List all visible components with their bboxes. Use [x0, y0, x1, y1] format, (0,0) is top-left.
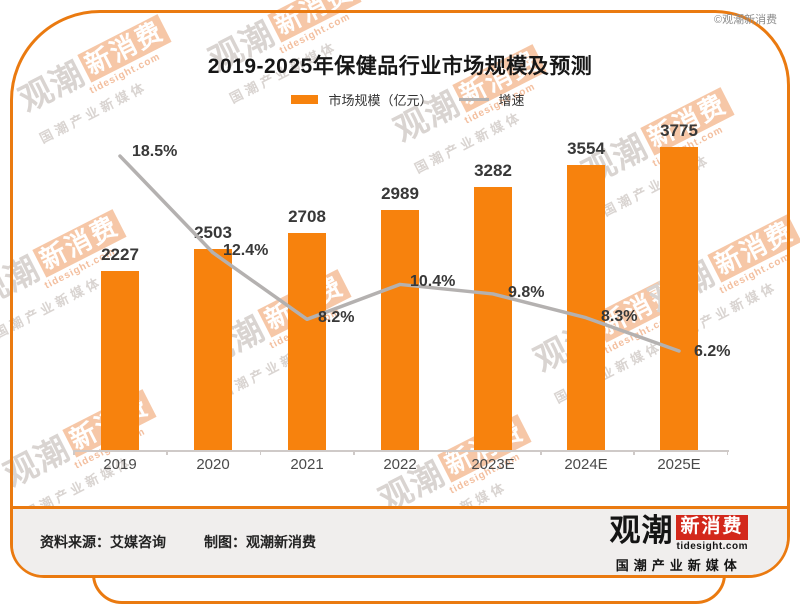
- brand-logo: 观潮 新消费 tidesight.com 国潮产业新媒体: [609, 515, 748, 574]
- main-card-frame: [10, 10, 790, 578]
- logo-tagline: 国潮产业新媒体: [615, 557, 742, 573]
- logo-domain-text: tidesight.com: [676, 540, 748, 552]
- data-source-label: 资料来源：艾媒咨询: [40, 534, 166, 550]
- footer-band: [13, 506, 787, 575]
- chart-credit-label: 制图：观潮新消费: [204, 534, 316, 550]
- legend-line-swatch-icon: [458, 97, 489, 102]
- chart-title: 2019-2025年保健品行业市场规模及预测: [207, 55, 593, 78]
- logo-guanchao-text: 观潮: [609, 513, 674, 548]
- legend-bar-swatch-icon: [291, 95, 319, 104]
- legend-bar-label: 市场规模（亿元）: [328, 93, 433, 108]
- copyright-note: ©观潮新消费: [714, 14, 778, 26]
- logo-xinxiaofei-badge: 新消费: [676, 515, 748, 540]
- legend-line-label: 增速: [498, 93, 525, 108]
- chart-legend: 市场规模（亿元） 增速: [8, 90, 800, 109]
